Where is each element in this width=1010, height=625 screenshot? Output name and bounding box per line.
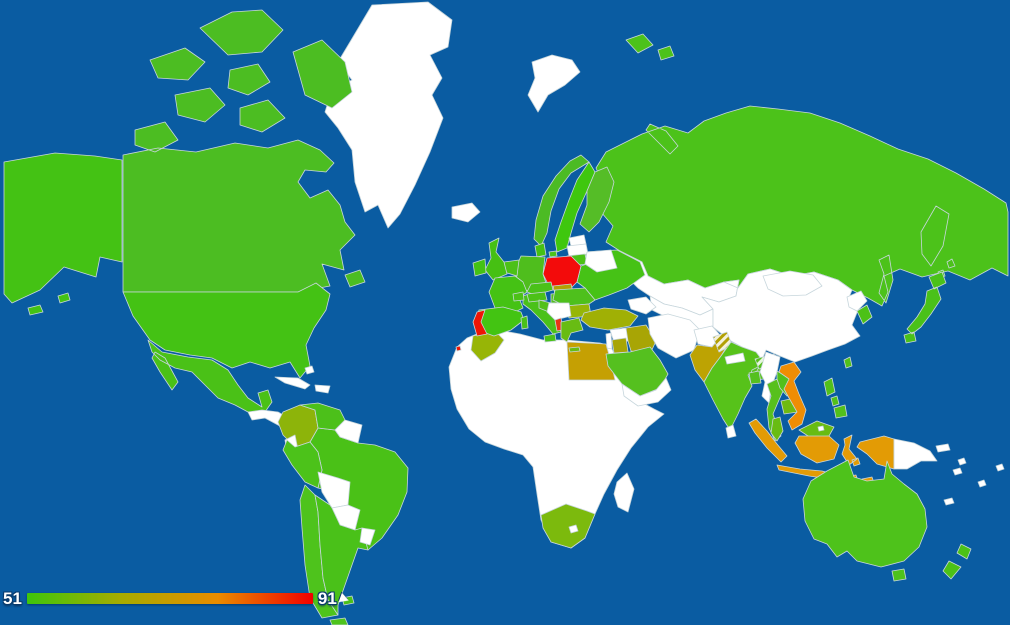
country-austria[interactable]	[526, 291, 548, 303]
region-serbia-bosnia[interactable]	[546, 302, 572, 321]
legend-pointer-icon	[338, 592, 351, 605]
country-lesotho[interactable]	[568, 524, 579, 534]
country-vietnam[interactable]	[778, 361, 807, 431]
legend-max-label: 91	[317, 589, 337, 608]
country-philippines[interactable]	[823, 377, 848, 419]
country-ireland[interactable]	[472, 258, 487, 277]
region-pacific-islands[interactable]	[943, 463, 1005, 506]
country-bangladesh[interactable]	[748, 370, 762, 385]
country-north-korea[interactable]	[846, 290, 868, 312]
country-south-africa[interactable]	[540, 503, 596, 549]
country-mexico[interactable]	[147, 339, 273, 413]
country-jordan[interactable]	[611, 337, 629, 354]
country-brunei[interactable]	[817, 425, 825, 432]
legend-min-label: 51	[3, 589, 22, 608]
country-svalbard[interactable]	[527, 54, 581, 113]
region-yemen-oman[interactable]	[621, 377, 672, 407]
country-australia[interactable]	[802, 459, 928, 582]
country-portugal[interactable]	[455, 309, 488, 352]
country-sri-lanka[interactable]	[725, 424, 737, 439]
country-belarus[interactable]	[584, 249, 618, 273]
country-japan[interactable]	[903, 271, 947, 344]
country-bahamas[interactable]	[304, 365, 315, 375]
country-france[interactable]	[488, 275, 528, 316]
country-denmark[interactable]	[534, 242, 547, 258]
country-switzerland[interactable]	[512, 291, 525, 302]
country-falkland-islands[interactable]	[341, 595, 355, 606]
country-turkey[interactable]	[580, 307, 639, 331]
country-cuba[interactable]	[274, 376, 311, 390]
country-taiwan[interactable]	[843, 356, 853, 369]
country-new-zealand[interactable]	[942, 543, 972, 580]
country-poland[interactable]	[542, 255, 582, 291]
country-united-states[interactable]	[3, 152, 331, 379]
region-guyanas[interactable]	[334, 419, 363, 444]
legend-gradient-bar	[26, 593, 313, 604]
country-iceland[interactable]	[451, 202, 481, 223]
country-finland[interactable]	[579, 166, 615, 233]
country-united-kingdom[interactable]	[484, 237, 508, 281]
country-uruguay[interactable]	[359, 527, 376, 546]
country-russia[interactable]	[548, 33, 1009, 307]
country-south-korea[interactable]	[856, 304, 873, 325]
country-papua-new-guinea[interactable]	[893, 438, 967, 470]
country-mongolia[interactable]	[762, 270, 823, 297]
country-argentina[interactable]	[314, 494, 369, 616]
country-greece[interactable]	[560, 317, 584, 353]
legend: 51 91	[3, 589, 351, 608]
country-nepal[interactable]	[724, 352, 746, 365]
country-hispaniola[interactable]	[314, 384, 331, 394]
country-israel[interactable]	[605, 332, 613, 350]
country-madagascar[interactable]	[613, 472, 635, 513]
country-canada[interactable]	[122, 9, 366, 293]
region-caucasus[interactable]	[627, 296, 657, 315]
country-china[interactable]	[701, 268, 861, 363]
